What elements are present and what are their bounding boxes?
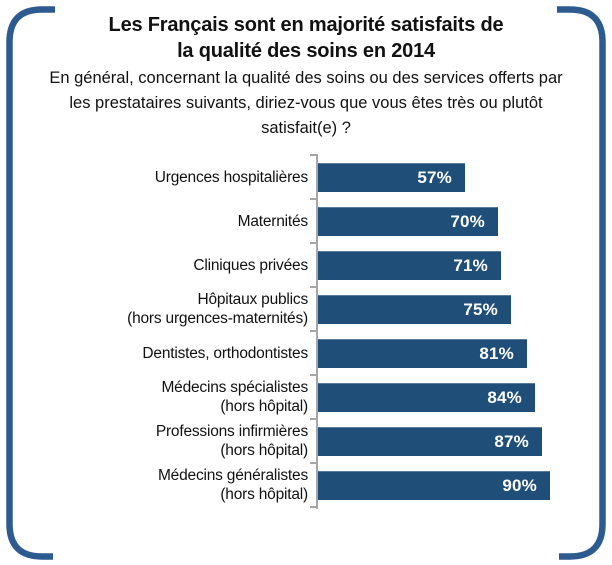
category-label: Urgences hospitalières [10, 155, 308, 199]
axis-tick [310, 286, 317, 288]
chart-subtitle-line-2: les prestataires suivants, diriez-vous q… [69, 94, 543, 112]
category-label: Dentistes, orthodontistes [10, 331, 308, 375]
bar-value-label: 84% [487, 387, 522, 407]
axis-tick [310, 242, 317, 244]
chart-subtitle-line-3: satisfait(e) ? [261, 119, 351, 137]
bar-value-label: 70% [450, 211, 485, 231]
axis-tick [310, 330, 317, 332]
axis-tick [310, 198, 317, 200]
axis-tick [310, 374, 317, 376]
axis-tick [310, 418, 317, 420]
axis-tick [310, 506, 317, 508]
category-label: Maternités [10, 199, 309, 243]
category-label-line: Professions infirmières [155, 423, 308, 440]
bar-value-label: 87% [494, 431, 529, 451]
bar: 70% [318, 206, 498, 236]
category-label-line: Urgences hospitalières [154, 168, 308, 186]
bar-value-label: 57% [417, 167, 452, 187]
category-label-line: Cliniques privées [193, 256, 308, 274]
bar-value-label: 81% [479, 343, 514, 363]
category-label: Hôpitaux publics (hors urgences-maternité… [10, 287, 308, 331]
chart-title: Les Français sont en majorité satisfaits… [0, 12, 612, 64]
bar-value-label: 90% [502, 475, 537, 495]
category-axis-line [316, 153, 318, 509]
bar: 71% [318, 250, 501, 280]
category-label-line: (hors hôpital) [220, 486, 308, 503]
bar-value-label: 71% [453, 255, 488, 275]
category-label: Médecins généralistes (hors hôpital) [10, 463, 308, 507]
category-label-line: Maternités [237, 212, 309, 230]
chart-subtitle-line-1: En général, concernant la qualité des so… [49, 69, 563, 87]
bar: 81% [318, 338, 527, 368]
category-label-line: (hors hôpital) [220, 398, 308, 415]
category-label-line: Hôpitaux publics [197, 291, 308, 308]
category-label-line: Dentistes, orthodontistes [142, 344, 308, 362]
chart-subtitle: En général, concernant la qualité des so… [0, 66, 612, 141]
chart-title-line-2: la qualité des soins en 2014 [177, 40, 435, 62]
category-label-line: Médecins généralistes [157, 467, 308, 484]
bar: 75% [318, 294, 511, 324]
axis-tick [310, 154, 317, 156]
category-label: Professions infirmières (hors hôpital) [10, 419, 308, 463]
bar: 90% [318, 470, 550, 500]
axis-tick [310, 462, 317, 464]
bar: 84% [318, 382, 535, 412]
chart-title-line-1: Les Français sont en majorité satisfaits… [108, 14, 504, 36]
category-label-line: (hors urgences-maternités) [127, 310, 308, 327]
category-label: Médecins spécialistes (hors hôpital) [10, 375, 308, 419]
category-label: Cliniques privées [10, 243, 308, 287]
bar-value-label: 75% [463, 299, 498, 319]
bar: 57% [318, 162, 465, 192]
category-label-line: Médecins spécialistes [161, 379, 308, 396]
category-label-line: (hors hôpital) [220, 442, 308, 459]
bar: 87% [318, 426, 542, 456]
